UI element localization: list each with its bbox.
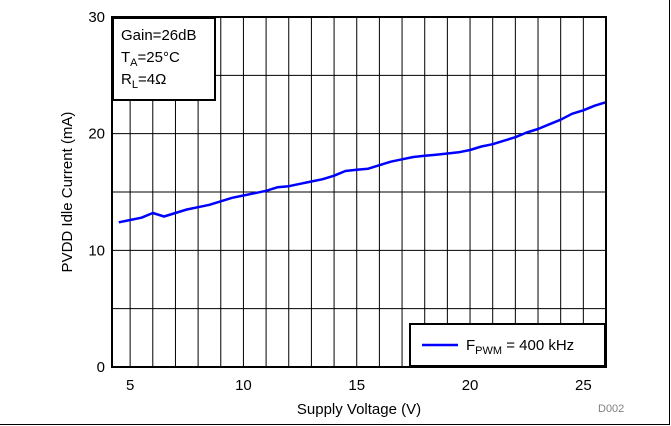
temperature-annotation: TA=25°C (121, 49, 180, 69)
temperature-symbol: T (121, 49, 130, 66)
legend-value: = 400 kHz (502, 337, 574, 354)
y-tick-labels: 0 10 20 30 (88, 9, 105, 376)
load-symbol: R (121, 71, 132, 88)
y-axis-label: PVDD Idle Current (mA) (59, 112, 76, 273)
y-tick-label: 10 (88, 242, 105, 259)
load-subscript: L (132, 79, 138, 91)
legend-symbol: F (466, 337, 475, 354)
temperature-value: =25°C (138, 49, 180, 66)
x-tick-label: 15 (348, 377, 365, 394)
legend: FPWM = 400 kHz (409, 323, 606, 367)
x-tick-label: 25 (575, 377, 592, 394)
legend-subscript: PWM (475, 345, 502, 357)
y-tick-label: 0 (97, 359, 105, 376)
legend-series-label: FPWM = 400 kHz (466, 337, 574, 357)
plot-border (111, 16, 607, 368)
series-line (118, 101, 607, 224)
series-group (118, 101, 607, 224)
y-tick-label: 30 (88, 9, 105, 26)
temperature-subscript: A (130, 57, 138, 69)
figure-id: D002 (598, 403, 624, 415)
load-annotation: RL=4Ω (121, 71, 166, 91)
x-tick-label: 5 (126, 377, 134, 394)
x-axis-label: Supply Voltage (V) (297, 401, 421, 418)
load-value: =4Ω (138, 71, 166, 88)
conditions-box: Gain=26dB TA=25°C RL=4Ω (112, 17, 216, 101)
y-tick-label: 20 (88, 126, 105, 143)
x-tick-label: 10 (235, 377, 252, 394)
gain-annotation: Gain=26dB (121, 27, 196, 44)
conditions-box-border (112, 17, 216, 101)
x-tick-labels: 5 10 15 20 25 (126, 377, 592, 394)
x-tick-label: 20 (462, 377, 479, 394)
legend-border (409, 323, 606, 367)
